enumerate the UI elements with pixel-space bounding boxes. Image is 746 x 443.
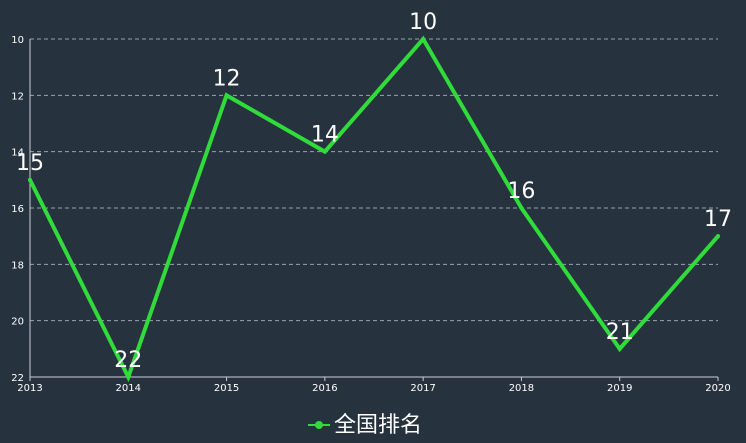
x-tick-label: 2013	[17, 383, 42, 394]
x-tick-label: 2014	[116, 383, 141, 394]
x-tick-label: 2017	[410, 383, 435, 394]
data-label: 12	[213, 66, 241, 91]
x-tick-label: 2016	[312, 383, 337, 394]
series-line[interactable]	[28, 35, 720, 383]
data-labels: 15 22 12 14 10 16 21 17	[16, 10, 732, 373]
data-label: 22	[114, 348, 142, 373]
grid-lines	[30, 38, 718, 322]
data-label: 14	[311, 123, 339, 148]
x-tick-label: 2018	[509, 383, 534, 394]
legend[interactable]: 全国排名	[308, 413, 422, 438]
y-tick-label: 14	[11, 148, 24, 159]
data-label: 15	[16, 151, 44, 176]
series-layer	[28, 35, 720, 383]
data-point[interactable]	[126, 375, 131, 379]
data-point[interactable]	[322, 149, 327, 154]
y-tick-label: 12	[11, 91, 24, 102]
data-point[interactable]	[421, 37, 426, 41]
y-tick-label: 16	[11, 204, 24, 215]
data-point[interactable]	[224, 93, 229, 98]
legend-label: 全国排名	[334, 413, 422, 438]
data-label: 16	[507, 179, 535, 204]
legend-point-marker	[315, 421, 323, 429]
y-tick-label: 22	[11, 373, 24, 384]
legend-item[interactable]: 全国排名	[308, 413, 422, 438]
data-point[interactable]	[519, 206, 524, 210]
x-tick-label: 2020	[705, 383, 730, 394]
data-label: 21	[606, 320, 634, 345]
y-tick-label: 10	[11, 35, 24, 46]
x-tick-label: 2019	[607, 383, 632, 394]
x-tick-label: 2015	[214, 383, 239, 394]
data-point[interactable]	[28, 177, 32, 182]
data-point[interactable]	[617, 346, 622, 351]
y-tick-label: 20	[11, 317, 24, 328]
data-point[interactable]	[716, 234, 720, 239]
y-tick-label: 18	[11, 260, 24, 271]
data-label: 17	[704, 207, 732, 232]
data-label: 10	[409, 10, 437, 35]
